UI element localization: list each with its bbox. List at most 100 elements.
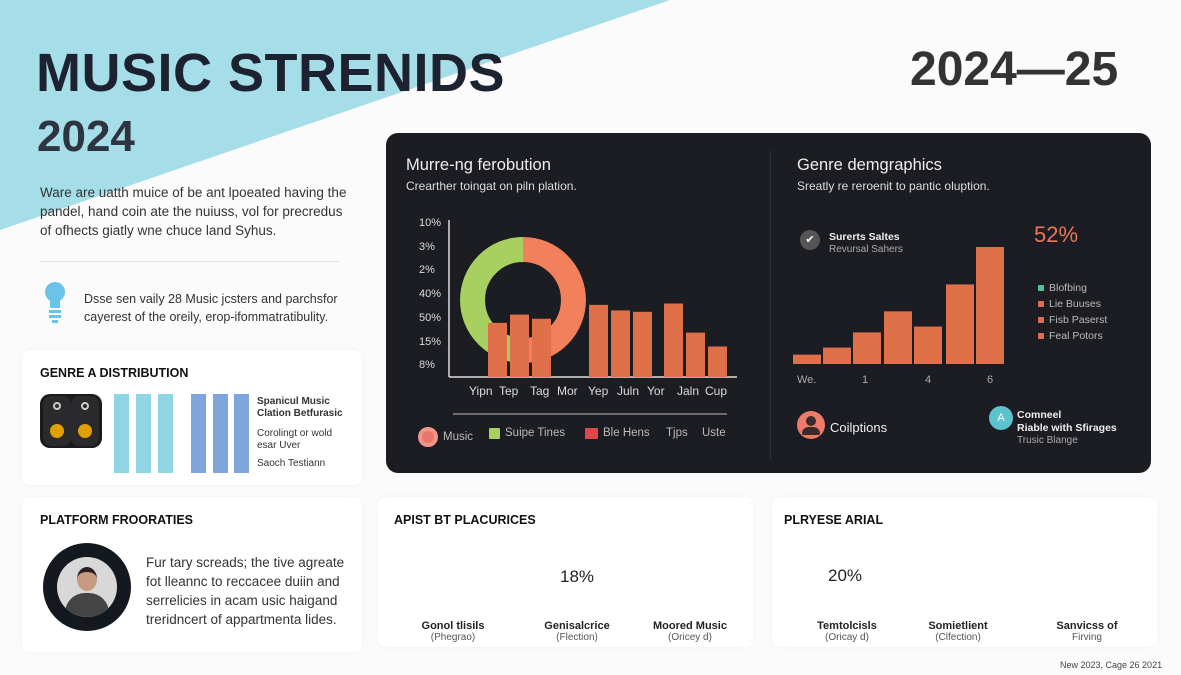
players-percent: 20% (828, 566, 863, 585)
music-icon (418, 427, 438, 447)
artist-title: APIST BT PLACURICES (394, 513, 536, 527)
x-tick-label: Juln (617, 384, 640, 398)
legend-label: Uste (702, 427, 726, 439)
legend-item: Lie Buuses (1038, 298, 1101, 310)
legend-label: Suipe Tines (505, 427, 566, 439)
check-badge-icon: ✔ (800, 230, 820, 250)
x-tick-label: Tep (499, 384, 519, 398)
y-tick-label: 3% (419, 240, 435, 253)
x-tick-label: 4 (925, 374, 932, 386)
x-tick-label: Jaln (677, 384, 700, 398)
artist-sub: (Flection) (556, 632, 598, 643)
bar (853, 332, 881, 364)
artist-label: Moored Music (653, 620, 727, 632)
chart2-title: Genre demgraphics (797, 156, 942, 174)
legend-item: Tjps (666, 427, 688, 439)
bar (708, 346, 727, 377)
legend-item: Suipe Tines (489, 427, 565, 439)
players-sub: (Oricay d) (825, 632, 869, 643)
annotation-sub: Revursal Sahers (829, 244, 903, 255)
x-tick-label: Yep (588, 384, 609, 398)
players-card (772, 497, 1157, 647)
speaker-icon (40, 394, 102, 448)
genre-label: Clation Betfurasic (257, 408, 343, 419)
bar (633, 311, 652, 377)
y-tick-label: 2% (419, 264, 435, 277)
legend-swatch (1038, 285, 1044, 291)
user-icon (797, 411, 825, 439)
chart1-title: Murre-ng ferobution (406, 156, 551, 174)
footer-item-title: Comneel (1017, 409, 1062, 421)
artist-label: Gonol tlisils (421, 620, 485, 632)
x-tick-label: Tag (530, 384, 550, 398)
genre-label: esar Uver (257, 440, 301, 451)
bar (914, 326, 942, 364)
artist-label: Genisalcrice (544, 620, 610, 632)
players-title: PLRYESE ARIAL (784, 513, 884, 527)
y-tick-label: 40% (419, 288, 442, 301)
genre-label: Corolingt or wold (257, 428, 333, 439)
x-tick-label: 6 (987, 374, 994, 386)
legend-swatch (1038, 317, 1044, 323)
bar (884, 311, 912, 364)
genre-bar (213, 394, 228, 473)
legend-label: Music (443, 431, 474, 443)
bar (510, 314, 529, 377)
annotation-title: Surerts Saltes (829, 231, 900, 243)
bar (823, 347, 851, 364)
person-avatar (43, 543, 131, 631)
legend-label: Ble Hens (603, 427, 650, 439)
bar (976, 247, 1004, 364)
x-tick-label: 1 (862, 374, 869, 386)
y-tick-label: 15% (419, 335, 442, 348)
legend-item: Blofbing (1038, 282, 1087, 294)
artist-sub: (Phegrao) (430, 632, 476, 643)
legend-label: Lie Buuses (1049, 298, 1101, 310)
platform-title: PLATFORM FROORATIES (40, 513, 193, 527)
genre-distribution-title: GENRE A DISTRIBUTION (40, 366, 189, 380)
legend-swatch (1038, 301, 1044, 307)
x-tick-label: Mor (557, 384, 578, 398)
x-tick-label: Cup (705, 384, 728, 398)
artist-percent: 17% (435, 567, 471, 586)
y-tick-label: 10% (419, 217, 442, 229)
check-icon (489, 427, 500, 439)
bar (664, 303, 683, 377)
footer-item-title: Coilptions (830, 420, 888, 435)
legend-label: Tjps (666, 427, 688, 439)
platform-text: Fur tary screads; the tive agreate fot l… (146, 555, 345, 627)
bar (488, 322, 507, 377)
page-year: 2024 (37, 112, 135, 161)
genre-bar (114, 394, 129, 473)
genre-bar (191, 394, 206, 473)
genre-label: Saoch Testiann (257, 458, 326, 469)
chart1-subtitle: Crearther toingat on piln plation. (406, 179, 577, 193)
legend-item: Music (418, 427, 473, 447)
bar (793, 354, 821, 364)
players-sub: (Clfection) (935, 632, 981, 643)
legend-item: Ble Hens (585, 427, 650, 439)
dark-chart-panel (386, 133, 1151, 473)
bar (946, 284, 974, 364)
legend-label: Fisb Paserst (1049, 314, 1108, 326)
bar (686, 332, 705, 377)
genre-bar (158, 394, 173, 473)
letter-a-icon: A (989, 406, 1013, 430)
tip-text: Dsse sen vaily 28 Music jcsters and parc… (84, 292, 338, 324)
bar (611, 310, 630, 377)
x-tick-label: Yipn (469, 384, 493, 398)
chart2-subtitle: Sreatly re reroenit to pantic oluption. (797, 179, 990, 193)
bar (532, 318, 551, 377)
footer-item-sub: Riable with Sfirages (1017, 422, 1117, 434)
genre-bar (234, 394, 249, 473)
artist-sub: (Oricey d) (668, 632, 712, 643)
divider (40, 261, 340, 262)
artist-card (378, 497, 753, 647)
x-tick-label: Yor (647, 384, 665, 398)
y-tick-label: 50% (419, 311, 442, 324)
players-label: Somietlient (928, 620, 988, 632)
card-icon (585, 427, 598, 439)
players-sub: Firving (1071, 632, 1102, 643)
legend-item: Fisb Paserst (1038, 314, 1107, 326)
legend-item: Uste (702, 427, 726, 439)
